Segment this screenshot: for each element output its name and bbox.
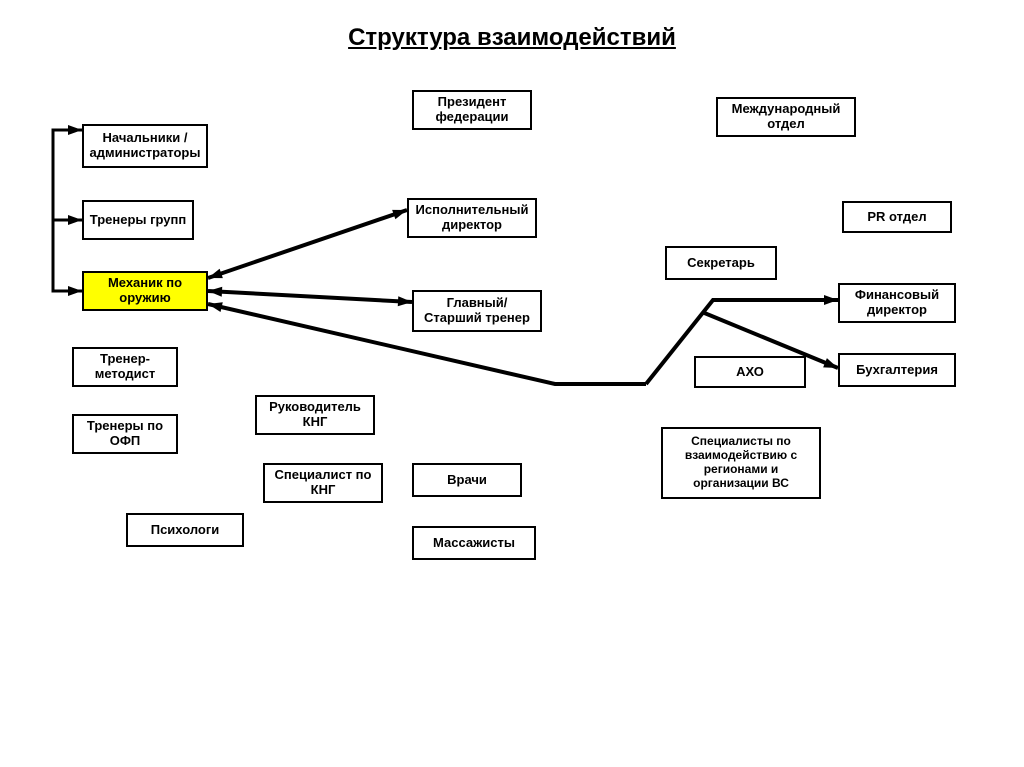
edge-3 <box>208 210 407 278</box>
node-n_aho: АХО <box>694 356 806 388</box>
node-n_accounts: Бухгалтерия <box>838 353 956 387</box>
node-n_admins: Начальники / администраторы <box>82 124 208 168</box>
node-n_kng_spec: Специалист по КНГ <box>263 463 383 503</box>
node-n_massage: Массажисты <box>412 526 536 560</box>
node-n_region: Специалисты по взаимодействию с регионам… <box>661 427 821 499</box>
diagram-title: Структура взаимодействий <box>0 24 1024 52</box>
node-n_trainers: Тренеры групп <box>82 200 194 240</box>
node-n_pr: PR отдел <box>842 201 952 233</box>
node-n_ofp: Тренеры по ОФП <box>72 414 178 454</box>
edge-0 <box>53 130 82 291</box>
node-n_secretary: Секретарь <box>665 246 777 280</box>
node-n_headcoach: Главный/Старший тренер <box>412 290 542 332</box>
node-n_kng_head: Руководитель КНГ <box>255 395 375 435</box>
node-n_method: Тренер-методист <box>72 347 178 387</box>
node-n_intl: Международный отдел <box>716 97 856 137</box>
node-n_doctors: Врачи <box>412 463 522 497</box>
node-n_findir: Финансовый директор <box>838 283 956 323</box>
node-n_president: Президент федерации <box>412 90 532 130</box>
diagram-canvas: Структура взаимодействий Начальники / ад… <box>0 0 1024 767</box>
edge-4 <box>208 291 412 302</box>
node-n_mechanic: Механик по оружию <box>82 271 208 311</box>
node-n_exec: Исполнительный директор <box>407 198 537 238</box>
node-n_psych: Психологи <box>126 513 244 547</box>
